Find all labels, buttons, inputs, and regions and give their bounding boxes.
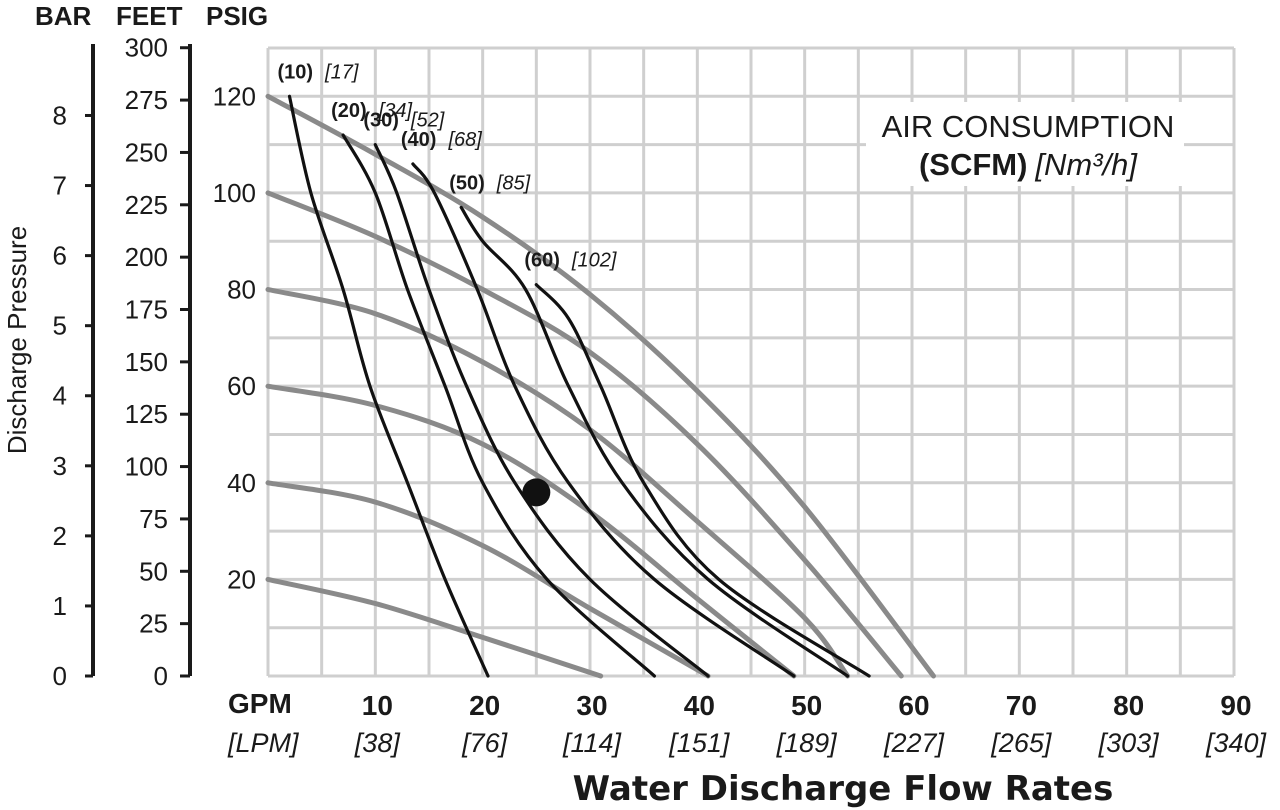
curve-label-nm3h: [52] [410,110,445,132]
y-axis-title: Discharge Pressure [2,226,32,454]
bar-tick-label: 5 [53,311,67,341]
feet-tick-label: 75 [139,504,168,534]
psig-tick-label: 100 [213,178,256,208]
x-unit-gpm: GPM [228,688,292,719]
feet-tick-label: 175 [125,295,168,325]
curve-label-scfm: (20) [331,100,367,122]
x-tick-gpm: 60 [898,690,929,721]
chart-grid [266,46,1236,678]
y-axes: 0123456780255075100125150175200225250275… [53,33,256,691]
legend-title: AIR CONSUMPTION [882,109,1175,144]
x-tick-gpm: 40 [684,690,715,721]
y-axis-headers: BAR FEET PSIG [35,1,268,31]
x-axis-title: Water Discharge Flow Rates [573,769,1114,809]
pressure-curve [265,383,797,679]
x-tick-lpm: [265] [990,728,1053,758]
feet-tick-label: 0 [154,661,168,691]
bar-tick-label: 3 [53,451,67,481]
psig-axis-header: PSIG [206,1,268,31]
bar-tick-label: 2 [53,521,67,551]
feet-tick-label: 50 [139,556,168,586]
curve-label: (10) [17] [277,61,358,83]
x-tick-gpm: 10 [362,690,393,721]
curve-label: (20) [34] [331,100,412,122]
psig-tick-label: 60 [227,371,256,401]
x-tick-gpm: 50 [791,690,822,721]
psig-tick-label: 120 [213,81,256,111]
x-tick-lpm: [227] [883,728,946,758]
operating-point-marker [522,478,551,507]
curve-label: (50) [85] [449,172,530,194]
psig-tick-label: 80 [227,275,256,305]
curve-labels: (10) [17] (20) [34](30) [52](40) [68] (50) [85]… [277,61,616,271]
air-consumption-curve [287,94,490,678]
curve-label: (40) [68] [401,129,482,151]
x-tick-lpm: [189] [776,728,839,758]
bar-axis-header: BAR [35,1,92,31]
x-tick-gpm: 30 [576,690,607,721]
curve-label-scfm: (50) [449,172,485,194]
x-tick-lpm: [38] [354,728,402,758]
bar-tick-label: 7 [53,171,67,201]
air-consumption-curve [459,205,850,678]
bar-tick-label: 8 [53,100,67,130]
pressure-curve [265,93,936,679]
x-tick-gpm: 70 [1006,690,1037,721]
bar-tick-label: 0 [53,661,67,691]
psig-tick-label: 40 [227,468,256,498]
legend-background [866,102,1184,186]
x-tick-lpm: [151] [668,728,731,758]
air-consumption-curve [341,133,656,678]
x-tick-lpm: [303] [1098,728,1161,758]
x-axis-labels: GPM [LPM] 10 [38] 20 [76] 30 [114] 40 [151] 50 [1… [227,688,1268,758]
air-consumption-curve [411,162,796,678]
bar-tick-label: 6 [53,241,67,271]
feet-tick-label: 225 [125,190,168,220]
bar-tick-label: 4 [53,381,67,411]
x-tick-gpm: 20 [469,690,500,721]
x-tick-gpm: 90 [1220,690,1251,721]
feet-tick-label: 200 [125,242,168,272]
feet-axis-header: FEET [116,1,183,31]
legend-scfm: (SCFM) [919,147,1027,182]
pressure-curve [265,480,711,679]
air-consumption-legend: AIR CONSUMPTION (SCFM) [Nm³/h] [866,102,1184,186]
x-unit-lpm: [LPM] [227,728,300,758]
psig-tick-label: 20 [227,564,256,594]
curve-label-scfm: (40) [401,129,437,151]
air-consumption-curve [373,143,710,678]
curve-label: (60) [102] [524,250,617,272]
x-tick-gpm: 80 [1113,690,1144,721]
curve-label: (30) [52] [363,110,444,132]
feet-tick-label: 150 [125,347,168,377]
feet-tick-label: 100 [125,452,168,482]
x-tick-lpm: [114] [562,728,623,758]
feet-tick-label: 250 [125,137,168,167]
air-consumption-curve [534,283,871,678]
curve-label-nm3h: [85] [496,172,531,194]
curve-label-nm3h: [17] [324,61,359,83]
x-tick-lpm: [340] [1205,728,1268,758]
curve-label-nm3h: [68] [447,129,482,151]
legend-units: (SCFM) [Nm³/h] [919,147,1138,182]
curve-label-scfm: (30) [363,110,399,132]
feet-tick-label: 25 [139,609,168,639]
feet-tick-label: 125 [125,399,168,429]
bar-tick-label: 1 [53,591,67,621]
x-tick-lpm: [76] [461,728,509,758]
pressure-curve [265,576,604,679]
curve-label-nm3h: [102] [571,250,617,272]
feet-tick-label: 275 [125,85,168,115]
curve-label-scfm: (10) [277,61,313,83]
pressure-curve [265,190,904,679]
legend-nm3h: [Nm³/h] [1034,147,1138,182]
curve-label-nm3h: [34] [378,100,413,122]
air-consumption-curves [287,94,871,678]
feet-tick-label: 300 [125,33,168,63]
curve-label-scfm: (60) [524,250,560,272]
